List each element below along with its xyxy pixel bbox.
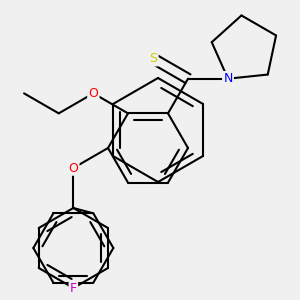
Text: O: O [88, 87, 98, 100]
Text: F: F [70, 281, 77, 295]
Text: S: S [149, 52, 158, 65]
Text: O: O [68, 161, 78, 175]
Text: N: N [223, 72, 233, 85]
